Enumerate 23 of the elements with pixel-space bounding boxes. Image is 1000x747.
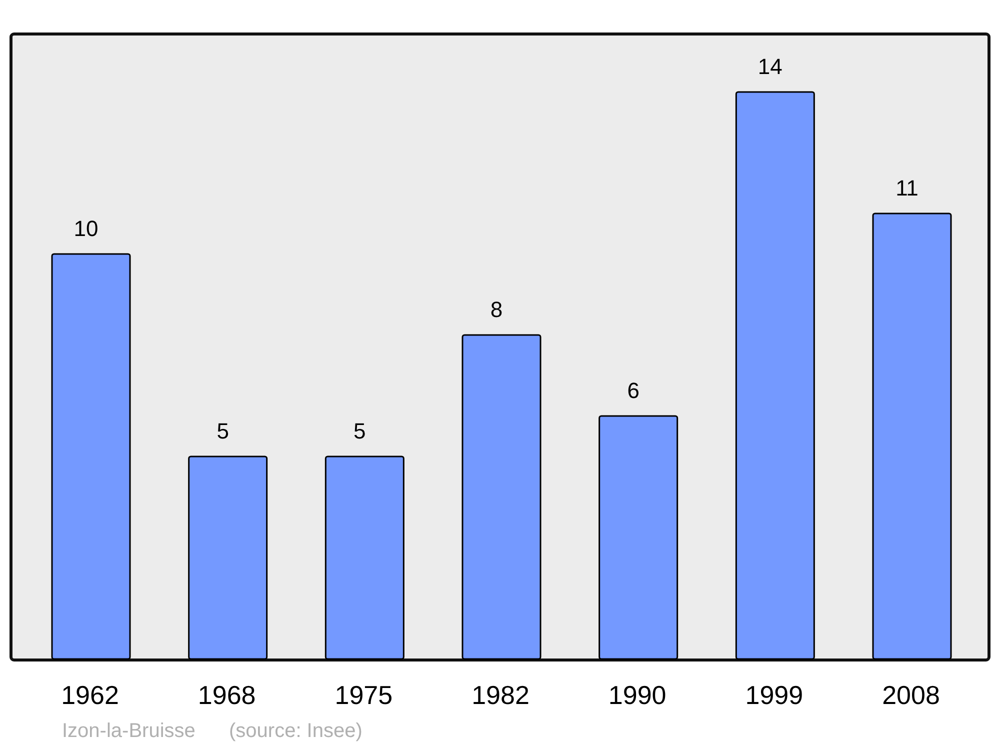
x-tick-label: 1975 <box>334 680 393 710</box>
text: (source: Insee) <box>229 720 362 742</box>
bar <box>598 415 678 660</box>
bar <box>188 456 268 660</box>
data-label: 10 <box>74 216 98 241</box>
x-tick-label: 1999 <box>745 680 804 710</box>
bar <box>462 334 542 660</box>
data-label: 14 <box>758 54 782 79</box>
data-label: 11 <box>896 176 918 200</box>
data-label: 5 <box>216 418 229 444</box>
x-tick-label: 1962 <box>61 680 119 710</box>
text: Izon-la-Bruisse <box>62 720 196 742</box>
data-label: 6 <box>627 378 640 403</box>
bar <box>324 456 404 660</box>
bar <box>735 91 815 660</box>
bar <box>51 253 131 660</box>
x-tick-label: 1968 <box>198 680 256 710</box>
x-tick-label: 1990 <box>608 680 666 710</box>
data-label: 5 <box>354 418 366 444</box>
x-tick-label: 2008 <box>882 680 940 710</box>
data-label: 8 <box>490 297 503 322</box>
x-tick-label: 1982 <box>472 680 530 710</box>
bar <box>872 212 952 660</box>
